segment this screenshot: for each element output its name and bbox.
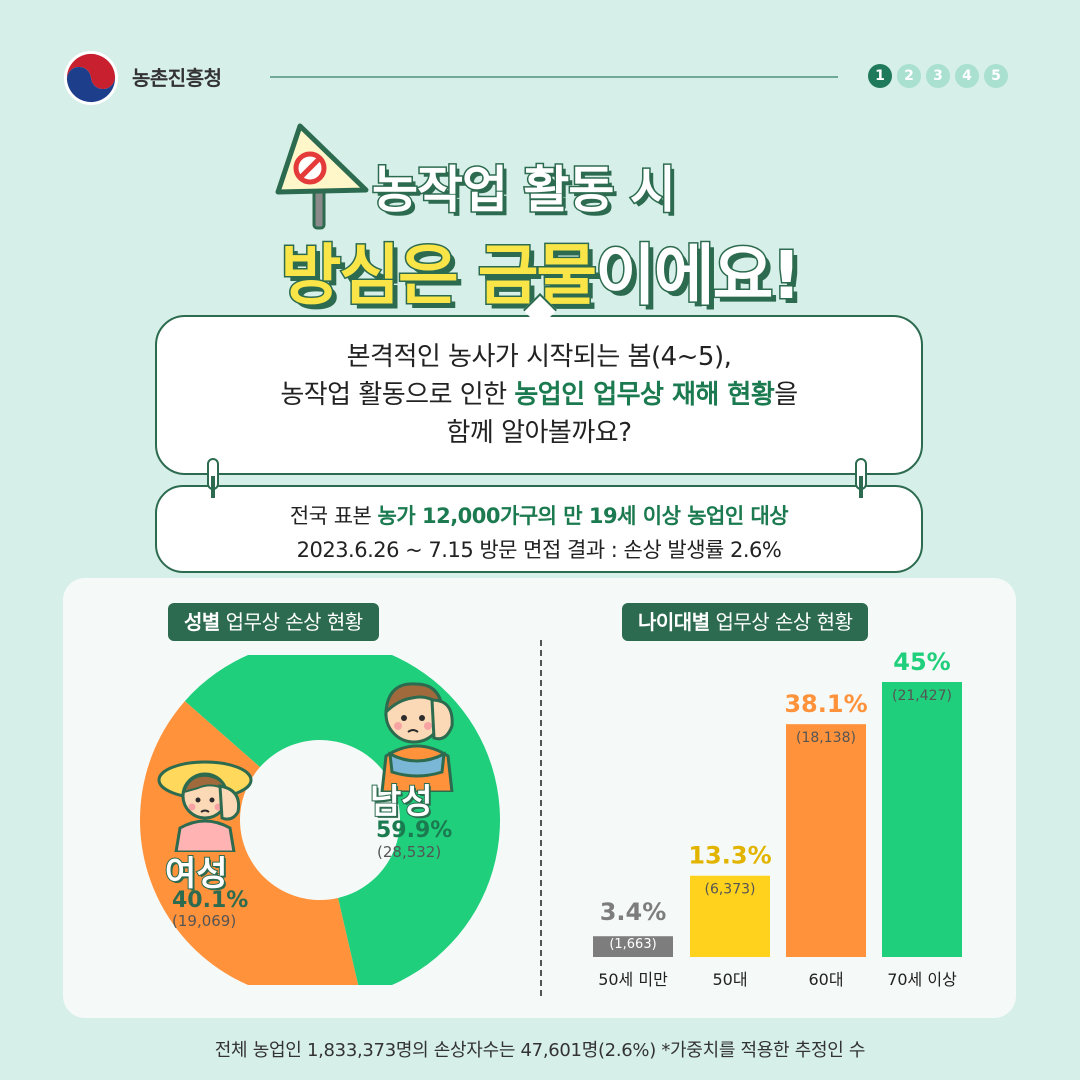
bar-1 [690,875,770,957]
warning-sign-icon [275,123,369,230]
footer-note: 전체 농업인 1,833,373명의 손상자수는 47,601명(2.6%) *… [214,1040,866,1061]
page-dot-2[interactable]: 2 [897,64,921,88]
bar-value-label-3: 45% [893,648,950,676]
intro-highlight: 농업인 업무상 재해 현황 [514,380,775,410]
female-label: 여성 [164,853,229,895]
bar-category-label-0: 50세 미만 [598,970,668,989]
intro-text: 농작업 활동으로 인한 [280,380,515,410]
age-title-rest: 업무상 손상 현황 [709,610,853,634]
bar-count-label-1: (6,373) [704,882,755,898]
header-divider [270,76,838,78]
female-count: (19,069) [172,912,237,930]
intro-line-2: 농작업 활동으로 인한 농업인 업무상 재해 현황을 [155,376,923,414]
connector-bar-left [211,476,215,498]
bar-value-label-2: 38.1% [784,690,867,718]
page-dot-4[interactable]: 4 [955,64,979,88]
page-dot-3[interactable]: 3 [926,64,950,88]
female-farmer-icon [157,760,253,852]
age-bar-chart: 3.4% (1,663) 50세 미만 13.3% (6,373) 50대 38.1% (18… [593,648,962,989]
bar-category-label-3: 70세 이상 [887,970,957,989]
bar-value-label-1: 13.3% [688,842,771,870]
survey-text: 전국 표본 [289,504,378,528]
survey-box [155,485,923,573]
bar-count-label-0: (1,663) [609,937,656,952]
survey-highlight: 농가 12,000가구의 만 19세 이상 농업인 대상 [377,504,789,528]
intro-line-1: 본격적인 농사가 시작되는 봄(4~5), [346,342,732,372]
survey-line-2: 2023.6.26 ~ 7.15 방문 면접 결과 : 손상 발생률 2.6% [296,538,782,562]
male-percent: 59.9% [376,818,453,843]
male-farmer-icon [380,682,454,792]
title-line-1: 농작업 활동 시 [371,160,678,221]
gender-title-rest: 업무상 손상 현황 [219,610,364,634]
bar-count-label-2: (18,138) [796,730,856,746]
survey-line-1: 전국 표본 농가 12,000가구의 만 19세 이상 농업인 대상 [155,500,923,530]
title-line-2: 방심은 금물이에요! [0,222,1080,318]
male-label: 남성 [369,781,434,823]
age-chart-title: 나이대별 업무상 손상 현황 [622,603,869,641]
page-indicator: 1 2 3 4 5 [868,64,1008,88]
female-percent: 40.1% [172,888,249,913]
title-suffix: 이에요! [594,236,803,316]
intro-line-3: 함께 알아볼까요? [446,418,632,448]
bar-count-label-3: (21,427) [892,688,952,704]
intro-text-end: 을 [774,380,798,410]
page-dot-1[interactable]: 1 [868,64,892,88]
bar-value-label-0: 3.4% [600,898,667,926]
taegeuk-logo-icon [64,51,118,105]
chart-divider [540,640,542,996]
bar-2 [786,724,866,957]
intro-speech-box [155,315,923,475]
bar-3 [882,682,962,957]
gender-title-bold: 성별 [184,610,220,634]
connector-bar-right [859,476,863,498]
male-count: (28,532) [377,843,442,861]
bar-0 [593,936,673,957]
page-dot-5[interactable]: 5 [984,64,1008,88]
org-name: 농촌진흥청 [132,66,222,90]
gender-chart-title: 성별 업무상 손상 현황 [168,603,379,641]
bar-category-label-2: 60대 [808,970,843,989]
bar-category-label-1: 50대 [712,970,747,989]
age-title-bold: 나이대별 [638,610,710,634]
